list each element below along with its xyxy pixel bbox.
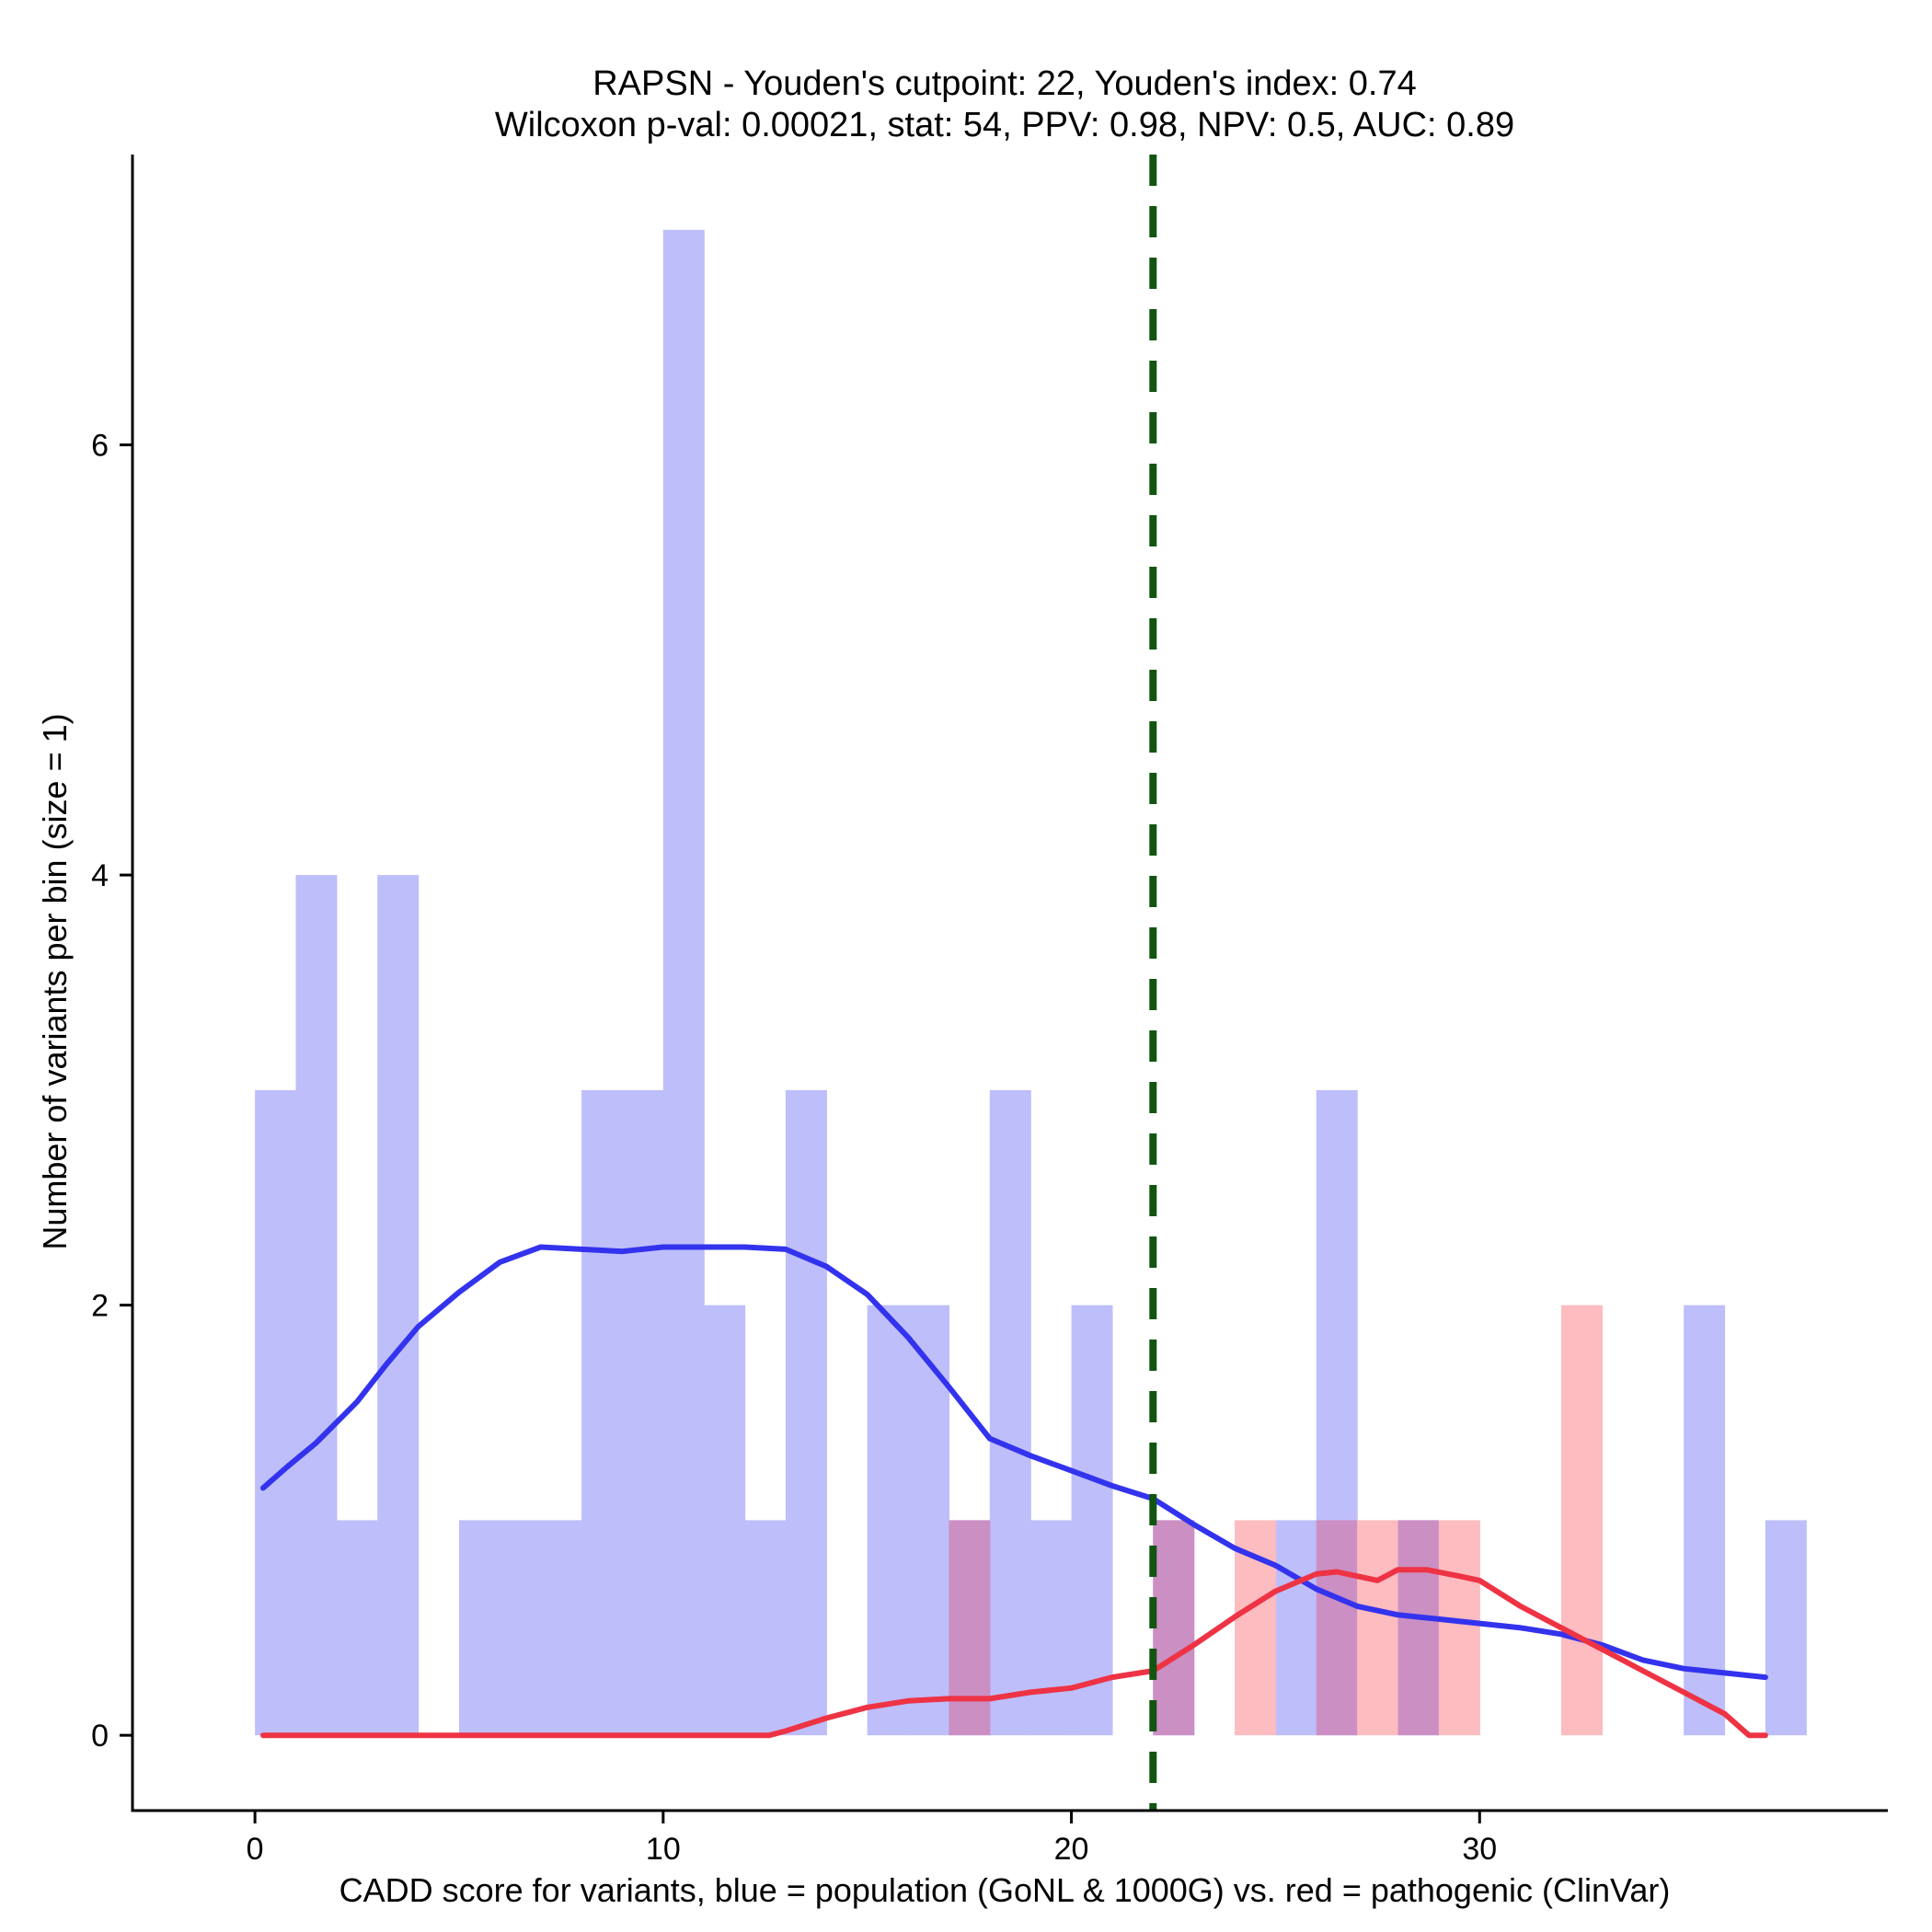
y-tick-label: 6 xyxy=(91,429,109,464)
population-bar xyxy=(744,1520,787,1736)
pathogenic-bar xyxy=(1357,1520,1399,1736)
population-bar xyxy=(1030,1520,1073,1736)
density-lines-layer xyxy=(260,1244,1768,1739)
population-bar xyxy=(255,1089,297,1736)
axes-layer: 0 10 20 30 0 2 4 6 xyxy=(91,155,1888,1867)
population-bar xyxy=(704,1305,746,1736)
population-bar xyxy=(581,1089,624,1736)
population-bar xyxy=(377,875,420,1736)
population-bar xyxy=(785,1089,827,1736)
overlap-bar xyxy=(1316,1520,1358,1736)
overlap-bar xyxy=(949,1520,991,1736)
population-bar xyxy=(1765,1520,1807,1736)
pathogenic-density-line xyxy=(260,1567,1768,1739)
pathogenic-bar xyxy=(1561,1305,1603,1736)
pathogenic-bar xyxy=(1438,1520,1480,1736)
population-bar xyxy=(1275,1520,1317,1736)
bars-layer xyxy=(255,229,1807,1736)
population-bar xyxy=(1684,1305,1726,1736)
x-tick-label: 30 xyxy=(1462,1832,1497,1867)
population-bar xyxy=(908,1305,950,1736)
overlap-bar xyxy=(1397,1520,1440,1736)
population-bar xyxy=(662,229,705,1736)
chart-title: RAPSN - Youden's cutpoint: 22, Youden's … xyxy=(592,64,1417,103)
population-bar xyxy=(867,1305,909,1736)
population-bar xyxy=(458,1520,500,1736)
x-axis-label: CADD score for variants, blue = populati… xyxy=(339,1871,1671,1909)
population-density-line xyxy=(260,1244,1768,1681)
y-tick-label: 4 xyxy=(91,858,109,893)
x-tick-label: 10 xyxy=(646,1832,681,1867)
population-bar xyxy=(540,1520,582,1736)
population-bar xyxy=(622,1089,664,1736)
y-tick-label: 2 xyxy=(91,1289,109,1324)
chart-subtitle: Wilcoxon p-val: 0.00021, stat: 54, PPV: … xyxy=(495,106,1514,144)
y-axis-label: Number of variants per bin (size = 1) xyxy=(36,713,74,1249)
population-bar xyxy=(295,875,338,1736)
x-tick-label: 0 xyxy=(247,1832,264,1867)
x-tick-label: 20 xyxy=(1054,1832,1089,1867)
y-tick-label: 0 xyxy=(91,1719,109,1754)
population-bar xyxy=(989,1089,1031,1736)
population-bar xyxy=(500,1520,542,1736)
population-bar xyxy=(1071,1305,1113,1736)
overlap-bar xyxy=(1153,1520,1195,1736)
population-bar xyxy=(336,1520,378,1736)
